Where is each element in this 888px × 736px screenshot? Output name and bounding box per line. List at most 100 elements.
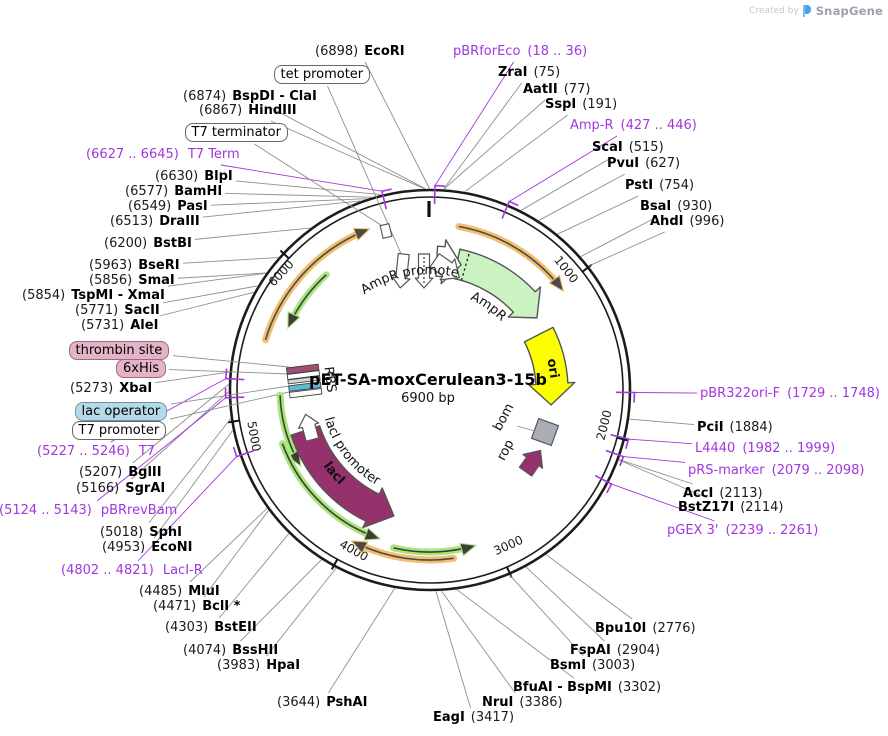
enzyme-label-bpu10i[interactable]: Bpu10I (2776) [595,621,696,636]
feature-ori[interactable] [523,326,576,406]
callout-line [170,385,290,405]
callout-line [364,61,430,189]
callout-line [182,257,279,264]
feature-t7-promoter[interactable] [288,387,323,399]
feature-lac-operator[interactable] [288,381,322,392]
primer-label-pbrrevbam[interactable]: (5124 .. 5143) pBRrevBam [0,503,178,518]
enzyme-label-alei[interactable]: (5731) AleI [81,318,159,333]
feature-label-6xhis[interactable]: 6xHis [116,358,167,378]
primer-label-t7-term[interactable]: (6627 .. 6645) T7 Term [86,147,240,162]
callout-line [268,106,426,189]
enzyme-label-draiii[interactable]: (6513) DraIII [110,214,200,229]
primer-label-prs-marker[interactable]: pRS-marker (2079 .. 2098) [688,463,865,478]
feature-bom[interactable] [530,417,560,447]
tick-2000 [616,436,629,442]
callout-line [509,574,584,657]
enzyme-label-bsai[interactable]: BsaI (930) [640,199,713,214]
inner-label-ori: ori [543,357,561,379]
primer-label-t7[interactable]: (5227 .. 5246) T7 [37,444,156,459]
feature-label-thrombin-site[interactable]: thrombin site [68,340,170,360]
primer-label-pgex-3[interactable]: pGEX 3' (2239 .. 2261) [667,523,819,538]
enzyme-label-eagi[interactable]: EagI (3417) [433,710,515,725]
enzyme-label-psti[interactable]: PstI (754) [625,178,695,193]
primer-flag-pbr322ori-f [615,391,636,403]
primer-flag-pgex-3 [594,474,613,494]
tick-6000 [279,249,290,260]
feature-tet-promoter[interactable] [391,252,411,289]
enzyme-label-bseri[interactable]: (5963) BseRI [89,258,180,273]
callout-line [270,120,425,190]
callout-line [162,285,258,304]
enzyme-label-zrai[interactable]: ZraI (75) [498,65,561,80]
enzyme-label-bcli[interactable]: (4471) BclI * [153,599,241,614]
enzyme-label-pcii[interactable]: PciI (1884) [697,420,773,435]
primer-label-amp-r[interactable]: Amp-R (427 .. 446) [570,118,697,133]
feature-his-tag[interactable] [286,370,321,380]
enzyme-label-bfuai-bspmi[interactable]: BfuAI - BspMI (3302) [513,680,662,695]
callout-line [189,508,268,583]
enzyme-label-sacii[interactable]: (5771) SacII [75,303,160,318]
enzyme-label-xbai[interactable]: (5273) XbaI [70,381,153,396]
enzyme-label-pasi[interactable]: (6549) PasI [128,199,208,214]
feature-t7-terminator[interactable] [379,222,393,240]
enzyme-label-bstbi[interactable]: (6200) BstBI [104,236,192,251]
enzyme-label-pshai[interactable]: (3644) PshAI [277,695,368,710]
enzyme-label-smai[interactable]: (5856) SmaI [89,273,175,288]
enzyme-label-ahdi[interactable]: AhdI (996) [650,214,725,229]
enzyme-label-bsshii[interactable]: (4074) BssHII [183,643,279,658]
callout-line [266,567,337,657]
feature-label-t7-promoter[interactable]: T7 promoter [71,420,167,440]
enzyme-label-acci[interactable]: AccI (2113) [683,486,763,501]
primer-label-l4440[interactable]: L4440 (1982 .. 1999) [695,441,836,456]
enzyme-label-econi[interactable]: (4953) EcoNI [102,540,193,555]
enzyme-label-ecori[interactable]: (6898) EcoRI [315,44,405,59]
orf-arc-green-6 [390,542,478,557]
feature-laci-promoter[interactable] [298,413,320,442]
enzyme-label-fspai[interactable]: FspAI (2904) [570,643,661,658]
enzyme-label-bspdi-clai[interactable]: (6874) BspDI - ClaI [183,89,317,104]
plasmid-title-block: pET-SA-moxCerulean3-15b 6900 bp [288,370,568,406]
enzyme-label-pvui[interactable]: PvuI (627) [607,156,681,171]
enzyme-label-aatii[interactable]: AatII (77) [523,82,591,97]
plasmid-size: 6900 bp [401,391,455,406]
feature-laci[interactable] [290,425,395,529]
enzyme-label-nrui[interactable]: NruI (3386) [482,695,563,710]
enzyme-label-bglii[interactable]: (5207) BglII [79,465,162,480]
orf-arc-orange-2 [350,540,458,564]
tick-label-5000: 5000 [244,420,263,453]
callout-line [172,355,290,368]
primer-label-laci-r[interactable]: (4802 .. 4821) LacI-R [61,563,203,578]
snapgene-watermark[interactable]: Created by SnapGene [749,4,883,18]
enzyme-label-scai[interactable]: ScaI (515) [592,140,664,155]
feature-ampr[interactable] [453,248,542,319]
enzyme-label-bsmi[interactable]: BsmI (3003) [550,658,636,673]
callout-line [148,418,231,524]
enzyme-label-blpi[interactable]: (6630) BlpI [155,169,233,184]
primer-label-pbr322ori-f[interactable]: pBR322ori-F (1729 .. 1748) [700,386,880,401]
enzyme-label-bamhi[interactable]: (6577) BamHI [125,184,223,199]
feature-label-tet-promoter[interactable]: tet promoter [273,64,371,84]
enzyme-label-sphi[interactable]: (5018) SphI [100,525,182,540]
primer-flag-pbrrevbam [224,387,245,399]
feature-rop[interactable] [518,449,544,477]
callout-line [131,391,229,480]
enzyme-label-sgrai[interactable]: (5166) SgrAI [76,481,166,496]
enzyme-label-bsteii[interactable]: (4303) BstEII [165,620,257,635]
callout-line [538,173,626,221]
enzyme-label-sspi[interactable]: SspI (191) [545,97,618,112]
primer-flag-prs-marker [605,449,625,467]
feature-thrombin-site[interactable] [285,363,320,375]
enzyme-label-bstz17i[interactable]: BstZ17I (2114) [678,500,784,515]
enzyme-label-mlui[interactable]: (4485) MluI [139,584,220,599]
primer-flag-pbrforeco [433,184,446,205]
enzyme-label-tspmi-xmai[interactable]: (5854) TspMI - XmaI [22,288,165,303]
feature-ampr-start[interactable] [429,253,460,281]
enzyme-label-hindiii[interactable]: (6867) HindIII [199,103,297,118]
primer-label-pbrforeco[interactable]: pBRforEco (18 .. 36) [453,44,588,59]
feature-label-t7-terminator[interactable]: T7 terminator [184,122,288,142]
callout-line [220,164,382,192]
feature-rbs[interactable] [287,375,321,385]
callout-line [254,143,388,230]
feature-label-lac-operator[interactable]: lac operator [74,401,168,421]
enzyme-label-hpai[interactable]: (3983) HpaI [217,658,301,673]
